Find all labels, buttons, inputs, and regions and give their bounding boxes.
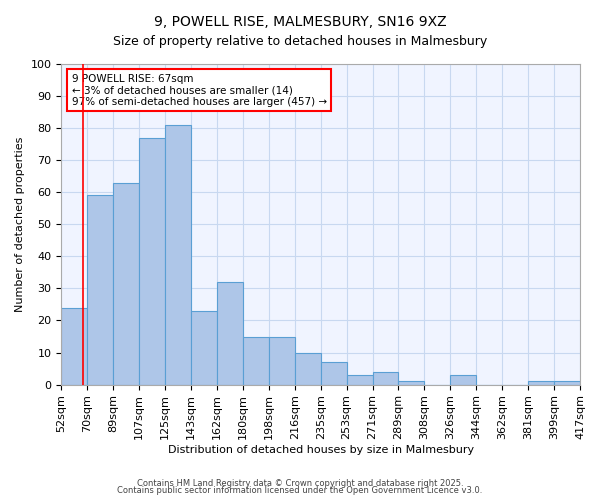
Bar [243, 336, 269, 384]
Text: Size of property relative to detached houses in Malmesbury: Size of property relative to detached ho… [113, 35, 487, 48]
Bar [139, 138, 165, 384]
Bar [347, 375, 373, 384]
Bar [554, 382, 580, 384]
Bar [528, 382, 554, 384]
Bar [113, 182, 139, 384]
Bar [295, 352, 320, 384]
Text: Contains public sector information licensed under the Open Government Licence v3: Contains public sector information licen… [118, 486, 482, 495]
Bar [61, 308, 87, 384]
Bar [165, 125, 191, 384]
X-axis label: Distribution of detached houses by size in Malmesbury: Distribution of detached houses by size … [167, 445, 474, 455]
Bar [269, 336, 295, 384]
Bar [398, 382, 424, 384]
Bar [373, 372, 398, 384]
Y-axis label: Number of detached properties: Number of detached properties [15, 136, 25, 312]
Bar [87, 196, 113, 384]
Text: 9 POWELL RISE: 67sqm
← 3% of detached houses are smaller (14)
97% of semi-detach: 9 POWELL RISE: 67sqm ← 3% of detached ho… [71, 74, 327, 107]
Bar [320, 362, 347, 384]
Text: Contains HM Land Registry data © Crown copyright and database right 2025.: Contains HM Land Registry data © Crown c… [137, 478, 463, 488]
Bar [451, 375, 476, 384]
Text: 9, POWELL RISE, MALMESBURY, SN16 9XZ: 9, POWELL RISE, MALMESBURY, SN16 9XZ [154, 15, 446, 29]
Bar [191, 311, 217, 384]
Bar [217, 282, 243, 384]
